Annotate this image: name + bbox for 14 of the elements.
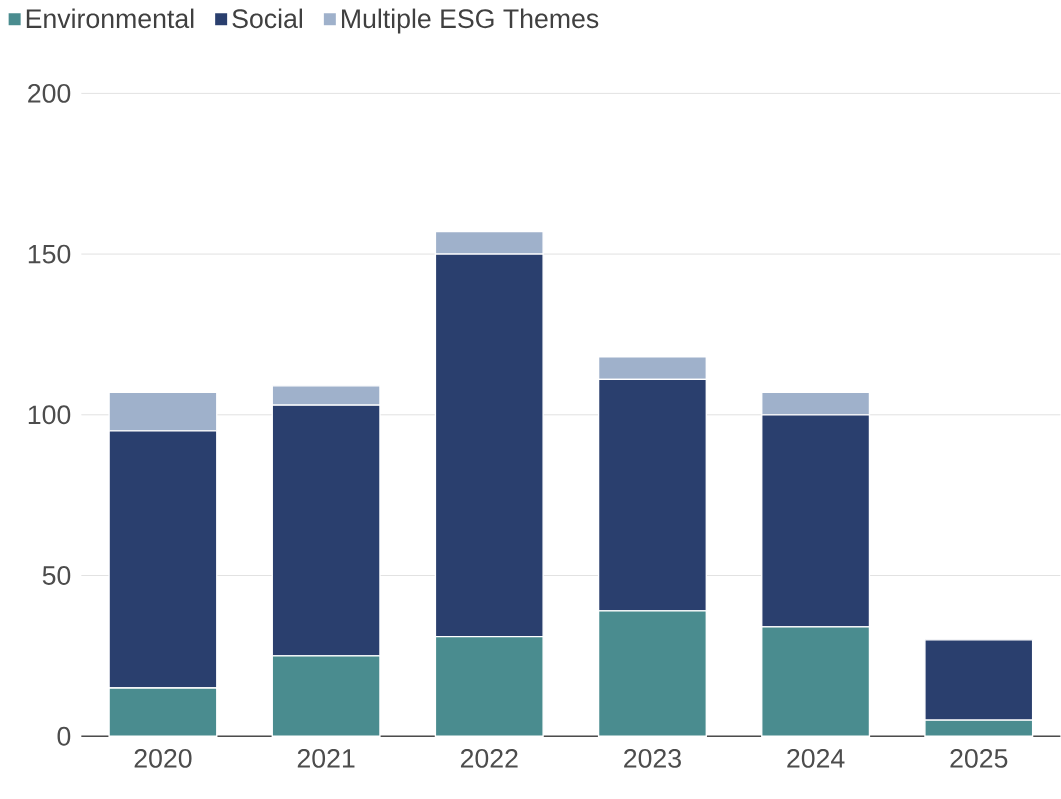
legend-label: Environmental xyxy=(26,8,194,29)
y-tick-label: 200 xyxy=(28,83,71,103)
x-tick-label: 2022 xyxy=(460,748,518,768)
x-tick-label: 2023 xyxy=(624,748,681,768)
x-tick-label: 2024 xyxy=(787,748,845,768)
legend-label: Social xyxy=(232,8,303,29)
y-tick-label: 100 xyxy=(28,405,71,425)
x-tick-label: 2021 xyxy=(297,748,355,768)
x-tick-label: 2020 xyxy=(134,748,192,768)
x-tick-label: 2025 xyxy=(950,748,1008,768)
y-tick-label: 0 xyxy=(57,726,71,746)
legend-label: Multiple ESG Themes xyxy=(342,8,599,34)
y-tick-label: 150 xyxy=(28,244,71,264)
y-tick-label: 50 xyxy=(42,566,71,585)
